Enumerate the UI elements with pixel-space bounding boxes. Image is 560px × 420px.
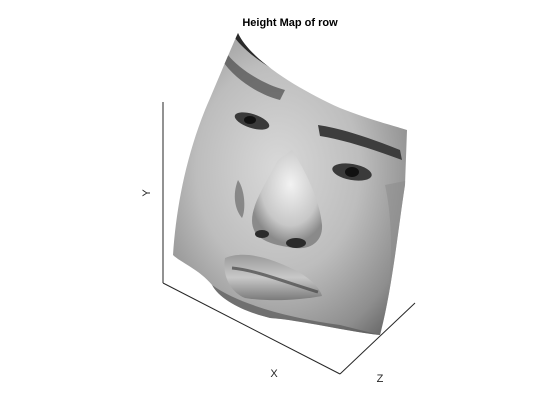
x-axis-label: X [270, 368, 278, 380]
x-axis-line [162, 282, 341, 375]
nose [252, 150, 323, 249]
y-axis-label: Y [141, 189, 153, 197]
chart-title: Height Map of row [242, 17, 338, 29]
right-eyebrow [318, 125, 402, 160]
z-axis-line [339, 302, 416, 375]
nostril-left [255, 230, 269, 238]
axes-box [162, 102, 416, 375]
z-axis-label: Z [377, 373, 384, 385]
nostril-right [286, 238, 306, 248]
surface-plot [173, 33, 407, 335]
